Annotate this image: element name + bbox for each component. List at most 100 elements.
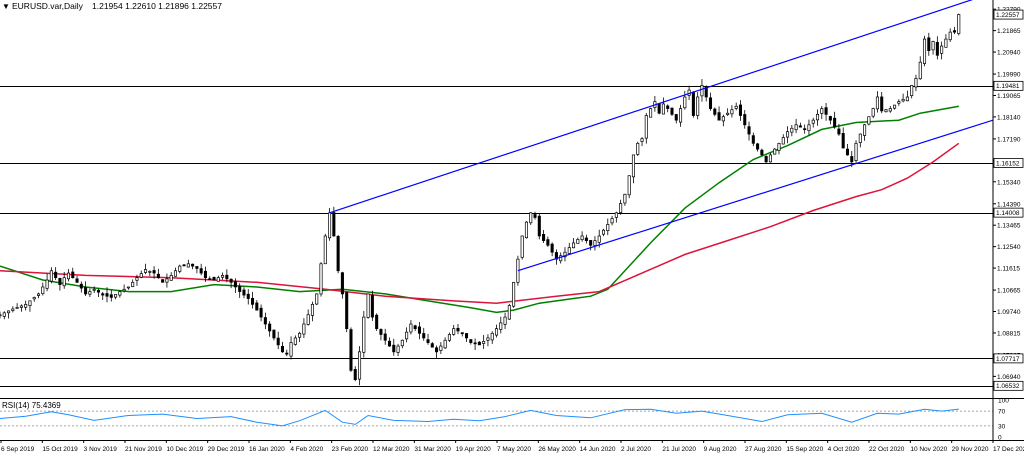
candle-body — [601, 229, 606, 235]
menu-arrow-icon[interactable]: ▼ — [2, 2, 10, 11]
time-tick-label: 19 Apr 2020 — [456, 446, 491, 453]
candle-body — [268, 323, 272, 332]
symbol-label: EURUSD.var,Daily — [12, 1, 84, 11]
candle-body — [122, 288, 126, 292]
candle-body — [798, 125, 802, 128]
candle-body — [62, 277, 66, 287]
candle-body — [683, 96, 687, 109]
candle-body — [405, 331, 409, 340]
time-tick-label: 14 Jun 2020 — [580, 446, 616, 453]
candle-body — [636, 142, 640, 155]
price-tick-label: 1.06940 — [997, 374, 1021, 381]
candle-body — [927, 37, 931, 52]
rsi-tick-label: 0 — [998, 435, 1002, 442]
rsi-tick-label: 100 — [998, 398, 1009, 405]
candle-body — [833, 117, 837, 128]
candle-body — [195, 266, 199, 269]
candle-body — [152, 270, 156, 274]
candle-body — [584, 237, 588, 241]
candle-body — [533, 214, 537, 218]
candle-body — [700, 85, 704, 97]
candle-body — [631, 154, 635, 178]
candle-body — [786, 131, 790, 138]
trendline — [329, 0, 974, 214]
candle-body — [396, 345, 400, 353]
candle-body — [251, 298, 255, 305]
candle-body — [649, 108, 653, 118]
candle-body — [884, 109, 888, 113]
candle-body — [88, 291, 92, 295]
candle-body — [867, 116, 871, 125]
candle-body — [49, 270, 53, 282]
candle-body — [734, 105, 738, 109]
candle-body — [366, 293, 370, 318]
candle-body — [777, 142, 781, 151]
candle-body — [443, 339, 447, 349]
candle-body — [469, 339, 473, 343]
candle-body — [24, 303, 28, 308]
candle-body — [905, 96, 909, 102]
time-tick-label: 22 Oct 2020 — [869, 446, 905, 453]
candle-body — [704, 86, 708, 98]
candle-body — [854, 142, 858, 161]
candle-body — [494, 328, 499, 336]
candle-body — [126, 286, 130, 289]
candle-body — [619, 203, 623, 213]
candle-body — [306, 314, 310, 325]
candle-body — [863, 124, 867, 136]
candle-body — [169, 275, 173, 281]
candle-body — [255, 302, 259, 311]
trendlines — [329, 0, 993, 272]
candle-body — [542, 234, 546, 241]
candle-body — [345, 292, 349, 330]
rsi-label: RSI(14) 75.4369 — [2, 401, 61, 410]
candle-body — [246, 293, 250, 299]
candle-body — [820, 108, 824, 114]
candle-body — [875, 96, 879, 110]
candle-body — [45, 279, 49, 289]
candle-body — [944, 38, 948, 48]
price-tag-box — [993, 9, 1024, 20]
candle-body — [101, 293, 105, 296]
candle-body — [841, 133, 845, 149]
candle-body — [370, 295, 374, 318]
candle-body — [323, 235, 327, 265]
candle-body — [837, 128, 841, 135]
candle-body — [546, 239, 550, 246]
rsi-tick-label: 30 — [998, 423, 1006, 430]
candle-body — [203, 270, 207, 279]
candle-body — [922, 38, 927, 64]
candle-body — [208, 278, 212, 281]
candle-body — [71, 271, 75, 279]
candle-body — [499, 322, 503, 330]
price-tag-box — [993, 158, 1024, 168]
candle-body — [302, 323, 306, 335]
price-tick-label: 1.18140 — [997, 114, 1021, 121]
candle-body — [349, 329, 353, 371]
candle-body — [430, 343, 434, 348]
candle-body — [32, 297, 36, 300]
candle-body — [670, 107, 674, 115]
candle-body — [948, 31, 952, 41]
candle-body — [537, 215, 541, 237]
candle-body — [332, 212, 336, 237]
candle-body — [606, 224, 610, 232]
candle-body — [84, 287, 88, 295]
price-tick-label: 1.08815 — [997, 330, 1021, 337]
candle-body — [0, 314, 2, 317]
candle-body — [19, 305, 23, 308]
time-tick-label: 31 Mar 2020 — [414, 446, 451, 453]
time-tick-label: 15 Oct 2019 — [42, 446, 78, 453]
candles — [0, 13, 961, 386]
candle-body — [623, 193, 627, 204]
candle-body — [811, 119, 815, 124]
candle-body — [708, 97, 713, 109]
candle-body — [897, 101, 901, 104]
candle-body — [426, 339, 430, 343]
candle-body — [221, 275, 225, 278]
candle-body — [182, 264, 186, 267]
price-tick-label: 1.12540 — [997, 244, 1021, 251]
